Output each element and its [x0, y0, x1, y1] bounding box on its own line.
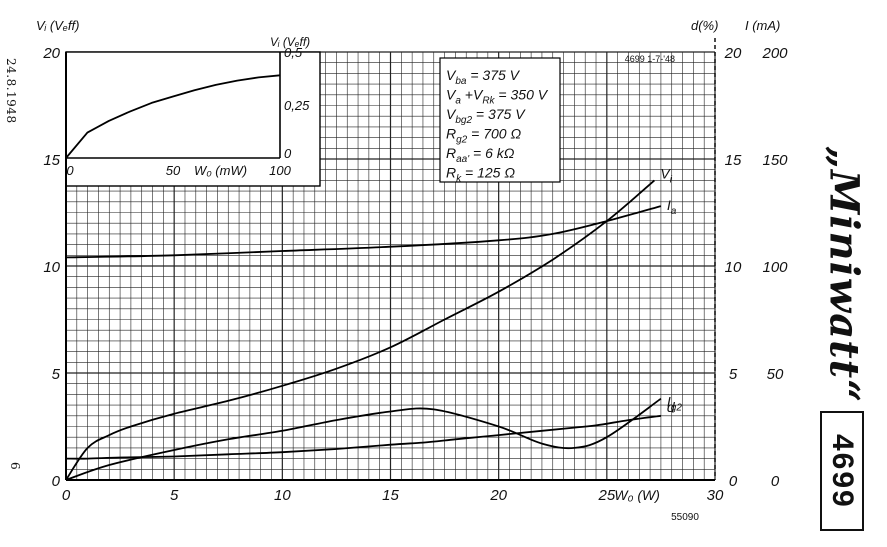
- drawing-number: 55090: [671, 512, 699, 523]
- curve-label-d: d: [667, 399, 676, 415]
- inset-x-axis-title: W₀ (mW): [194, 163, 247, 178]
- inset-y-tick-label: 0: [284, 146, 292, 161]
- x-tick-label: 5: [170, 487, 179, 504]
- brand-logo: „Miniwatt“: [820, 146, 868, 404]
- x-tick-label: 30: [707, 487, 724, 504]
- y-tick-label-right-I: 150: [762, 152, 788, 169]
- type-number: 4699: [826, 433, 859, 509]
- parameter-line: Vbg2 = 375 V: [446, 106, 526, 126]
- y-tick-label-right-I: 50: [767, 366, 784, 383]
- y-axis-title-right-d: d(%): [691, 18, 718, 33]
- x-tick-label: 20: [489, 487, 507, 504]
- y-tick-label-right-d: 5: [729, 366, 738, 383]
- x-tick-label: 0: [62, 487, 71, 504]
- y-tick-label-right-d: 20: [724, 45, 742, 62]
- parameter-line: Vba = 375 V: [446, 67, 521, 87]
- x-tick-label: 25: [597, 487, 615, 504]
- parameter-line: Rk = 125 Ω: [446, 165, 515, 185]
- y-tick-label-right-d: 15: [725, 152, 742, 169]
- y-tick-label-right-I: 0: [771, 473, 780, 490]
- y-tick-label-right-I: 200: [761, 45, 788, 62]
- y-axis-title-right-I: I (mA): [745, 18, 780, 33]
- curve-label-ia: Ia: [667, 197, 677, 217]
- page-number: 6: [8, 462, 22, 470]
- inset-chart: 0 50 100 0 0,25 0,5Vᵢ (Vₑff) W₀ (mW): [65, 35, 321, 187]
- y-tick-label-right-d: 10: [725, 259, 742, 276]
- y-axis-title-left: Vᵢ (Vₑff): [36, 18, 80, 33]
- drawing-reference: 4699 1-7-'48: [625, 54, 675, 64]
- main-chart-curves: [65, 179, 662, 481]
- main-chart-labels: 0 5 10 15 20 25 300510152005101520050100150200…: [36, 18, 788, 523]
- main-chart-axes: [65, 38, 716, 481]
- issue-date: 24.8.1948: [4, 58, 18, 124]
- x-tick-label: 15: [382, 487, 399, 504]
- parameter-line: Raa' = 6 kΩ: [446, 145, 515, 165]
- curve-ia: [65, 205, 662, 259]
- x-tick-label: 10: [274, 487, 291, 504]
- curve-label-vi: Vi: [660, 165, 672, 185]
- parameter-line: Rg2 = 700 Ω: [446, 126, 521, 146]
- inset-x-tick-label: 50: [166, 163, 181, 178]
- y-tick-label-left: 15: [43, 152, 60, 169]
- inset-y-tick-label: 0,25: [284, 98, 310, 113]
- y-tick-label-left: 10: [43, 259, 60, 276]
- y-tick-label-right-I: 100: [762, 259, 788, 276]
- y-tick-label-left: 20: [42, 45, 60, 62]
- inset-curve-vi: [65, 74, 281, 159]
- y-tick-label-right-d: 0: [729, 473, 738, 490]
- type-number-box: 4699: [820, 411, 864, 531]
- inset-x-tick-label: 0: [66, 163, 74, 178]
- curve-ig2: [65, 397, 662, 481]
- x-axis-title: W₀ (W): [614, 487, 660, 503]
- y-tick-label-left: 0: [52, 473, 61, 490]
- inset-y-tick-label: 0,5: [284, 45, 303, 60]
- parameter-frame: [439, 57, 561, 183]
- inset-y-axis-title: Vᵢ (Vₑff): [270, 35, 310, 49]
- inset-frame: [65, 51, 321, 187]
- curve-vi: [65, 179, 655, 481]
- y-tick-label-left: 5: [52, 366, 61, 383]
- inset-x-tick-label: 100: [269, 163, 291, 178]
- parameter-line: Va +VRk = 350 V: [446, 87, 549, 107]
